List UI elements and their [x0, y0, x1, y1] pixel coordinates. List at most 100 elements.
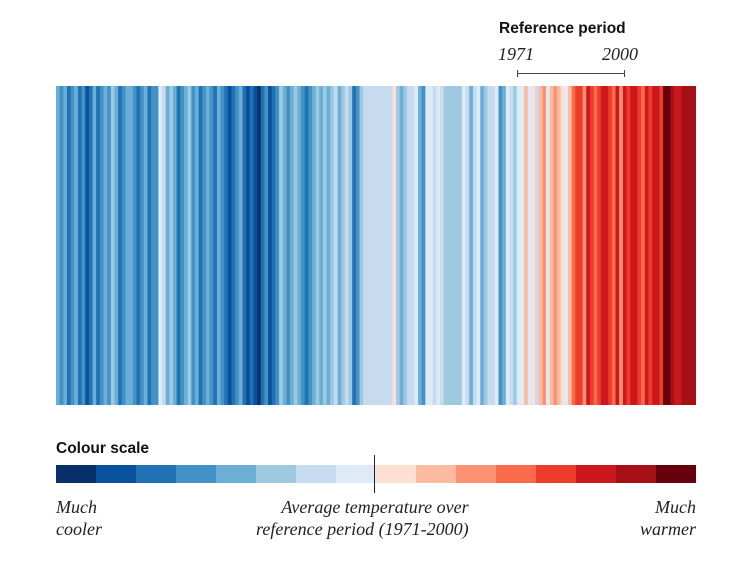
stripe-1883 — [176, 86, 181, 405]
much-warmer-line2: warmer — [639, 519, 696, 539]
stripe-2022 — [685, 86, 690, 405]
much-cooler-label: Much cooler — [56, 496, 102, 540]
stripe-2018 — [670, 86, 675, 405]
stripe-1909 — [271, 86, 276, 405]
stripe-1973 — [505, 86, 510, 405]
stripe-1908 — [268, 86, 273, 405]
stripe-1900 — [238, 86, 243, 405]
stripe-1959 — [454, 86, 459, 405]
stripe-1895 — [220, 86, 225, 405]
stripe-1986 — [553, 86, 558, 405]
stripe-1992 — [575, 86, 580, 405]
stripe-1886 — [187, 86, 192, 405]
stripe-1981 — [535, 86, 540, 405]
stripe-2020 — [677, 86, 682, 405]
stripe-1881 — [169, 86, 174, 405]
stripe-1970 — [494, 86, 499, 405]
stripe-1951 — [425, 86, 430, 405]
colour-scale-cell-5 — [536, 465, 576, 483]
stripe-1953 — [432, 86, 437, 405]
stripe-1858 — [85, 86, 90, 405]
stripe-1982 — [538, 86, 543, 405]
stripe-1935 — [366, 86, 371, 405]
stripe-1925 — [330, 86, 335, 405]
stripe-1936 — [370, 86, 375, 405]
colour-scale-cell-1 — [376, 465, 416, 483]
colour-scale-cell--8 — [56, 465, 96, 483]
reference-average-marker — [374, 455, 375, 493]
stripe-1865 — [110, 86, 115, 405]
stripe-1864 — [107, 86, 112, 405]
reference-end-year: 2000 — [602, 44, 638, 64]
stripe-1956 — [443, 86, 448, 405]
stripe-1906 — [260, 86, 265, 405]
stripe-1934 — [363, 86, 368, 405]
stripe-1985 — [549, 86, 554, 405]
stripe-2006 — [626, 86, 631, 405]
stripe-1942 — [392, 86, 397, 405]
stripe-1853 — [66, 86, 72, 405]
stripe-1997 — [593, 86, 598, 405]
stripe-1869 — [125, 86, 130, 405]
stripe-1966 — [480, 86, 485, 405]
stripe-1931 — [352, 86, 357, 405]
much-cooler-line2: cooler — [56, 519, 102, 539]
stripe-1917 — [301, 86, 306, 405]
stripe-1851 — [59, 86, 64, 405]
stripe-1990 — [568, 86, 573, 405]
stripe-1988 — [560, 86, 565, 405]
stripe-1989 — [564, 86, 569, 405]
stripe-1995 — [586, 86, 591, 405]
colour-scale-cell--7 — [96, 465, 136, 483]
stripe-2000 — [604, 86, 609, 405]
stripe-2003 — [615, 86, 620, 405]
stripe-1921 — [315, 86, 320, 405]
reference-period-bracket — [517, 70, 625, 77]
stripe-1940 — [385, 86, 390, 405]
stripe-1911 — [279, 86, 284, 405]
stripe-2013 — [652, 86, 657, 405]
stripe-1874 — [143, 86, 148, 405]
stripe-1952 — [429, 86, 434, 405]
stripe-2009 — [637, 86, 642, 405]
stripe-1926 — [333, 86, 338, 405]
stripe-1965 — [476, 86, 481, 405]
average-label-line2: reference period (1971-2000) — [256, 519, 469, 539]
average-label-line1: Average temperature over — [281, 497, 469, 517]
stripe-1998 — [597, 86, 602, 405]
stripe-1927 — [337, 86, 342, 405]
stripe-1947 — [410, 86, 415, 405]
stripe-1878 — [158, 86, 163, 405]
stripe-1889 — [198, 86, 203, 405]
stripe-1856 — [77, 86, 82, 405]
colour-scale-cell--5 — [176, 465, 216, 483]
stripe-1850 — [56, 86, 61, 405]
colour-scale-cell-3 — [456, 465, 496, 483]
reference-start-year: 1971 — [498, 44, 534, 64]
stripe-1923 — [322, 86, 328, 405]
stripe-1937 — [374, 86, 379, 405]
stripe-1885 — [184, 86, 189, 405]
stripe-1938 — [377, 86, 382, 405]
stripe-1950 — [421, 86, 426, 405]
stripe-1979 — [527, 86, 532, 405]
stripe-1949 — [418, 86, 423, 405]
stripe-1857 — [81, 86, 86, 405]
stripe-2014 — [655, 86, 660, 405]
colour-scale-cell-7 — [616, 465, 656, 483]
stripe-1914 — [290, 86, 295, 405]
stripe-2008 — [633, 86, 638, 405]
stripe-1980 — [531, 86, 536, 405]
stripe-1948 — [414, 86, 419, 405]
stripe-1876 — [151, 86, 156, 405]
stripe-2001 — [608, 86, 613, 405]
stripe-1933 — [359, 86, 364, 405]
stripe-1993 — [578, 86, 584, 405]
average-temperature-label: Average temperature over reference perio… — [256, 496, 469, 540]
stripe-1913 — [286, 86, 291, 405]
stripe-1872 — [136, 86, 141, 405]
colour-scale-cell-4 — [496, 465, 536, 483]
stripe-1902 — [246, 86, 251, 405]
stripe-1879 — [162, 86, 167, 405]
stripe-1954 — [436, 86, 441, 405]
